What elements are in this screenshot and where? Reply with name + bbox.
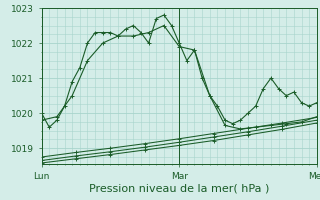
X-axis label: Pression niveau de la mer( hPa ): Pression niveau de la mer( hPa ) — [89, 183, 269, 193]
